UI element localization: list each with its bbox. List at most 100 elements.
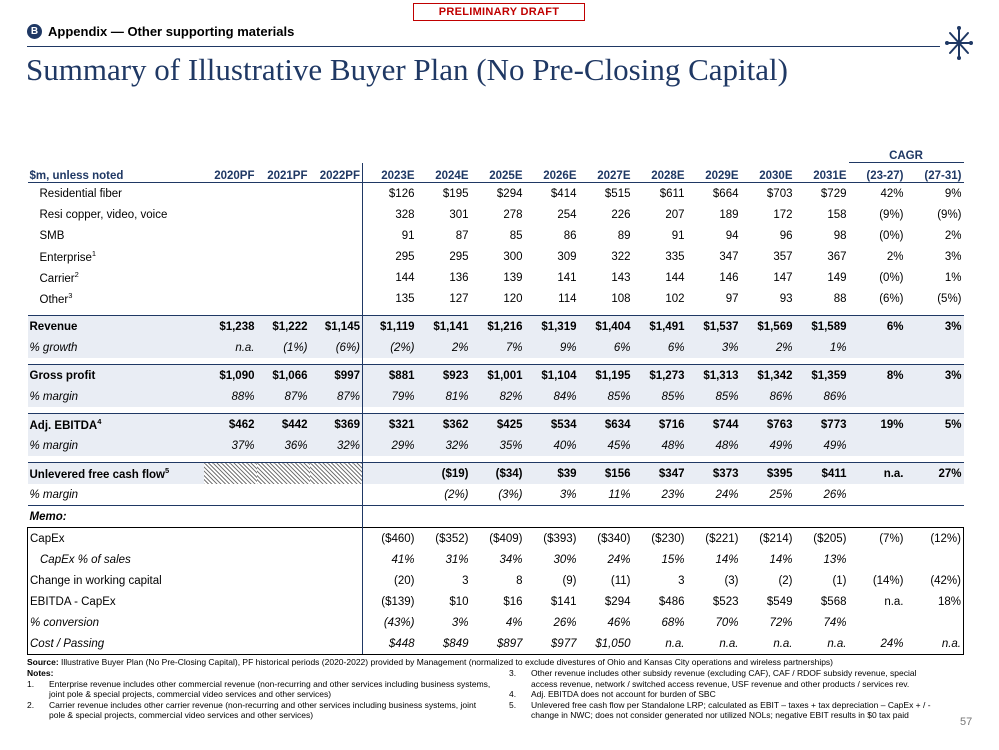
empty-cell [204,612,257,633]
cell: $347 [632,462,687,484]
empty-cell [848,337,906,358]
cell: 254 [557,208,577,221]
table-row: Carrier2 144 136 139 141 143 144 146 147 149 (0%) 1… [28,267,964,288]
cell: 158 [827,208,847,221]
empty-cell [257,288,310,309]
note-text: Adj. EBITDA does not account for burden … [531,689,716,699]
cell: $395 [740,462,795,484]
empty-cell [257,204,310,225]
row-label: SMB [28,225,204,246]
cell: (3) [724,574,739,587]
cell: 144 [362,267,417,288]
cell: 70% [715,616,739,629]
cell: 49% [740,435,795,456]
note: 5. Unlevered free cash flow per Standalon… [509,700,939,721]
source-text: Illustrative Buyer Plan (No Pre-Closing … [61,657,834,667]
cell: $849 [416,633,471,655]
column-header: 2031E [794,162,849,183]
row-label-text: CapEx [30,532,65,545]
row-label-text: EBITDA - CapEx [30,595,116,608]
cell: (11) [610,574,631,587]
empty-cell [310,183,363,205]
cell: $425 [470,413,525,435]
table-row: % margin (2%) (3%) 3% 11% 23% 24% 25% 26% [28,484,964,506]
row-label: Adj. EBITDA4 [27,413,204,435]
empty-cell [257,183,310,205]
cell: ($34) [470,462,525,484]
cell: 85% [632,386,687,407]
table-row: Enterprise1 295 295 300 309 322 335 347 357 367 2%… [28,246,964,267]
cell: 347 [719,250,739,263]
cell: ($230) [632,527,687,549]
cell: $1,050 [578,633,633,655]
empty-cell [257,570,310,591]
cell: 300 [503,250,523,263]
cell: 6% [578,337,633,358]
cell: 5% [905,413,964,435]
cell: $411 [794,462,849,484]
cell: 19% [848,413,906,435]
column-header: (27-31) [905,162,964,183]
cell: 84% [524,386,579,407]
row-label-text: SMB [39,229,65,242]
cell: $294 [496,187,523,200]
table-row: Unlevered free cash flow5 ($19) ($34) $39 $1… [27,462,964,484]
cell: (2) [778,574,793,587]
cell: $141 [550,595,577,608]
cell: 172 [773,208,793,221]
cell: $664 [712,187,739,200]
cell: n.a. [203,337,257,358]
spacer [524,505,579,528]
cell: 139 [503,271,523,284]
cell: n.a. [686,633,741,655]
row-label: CapEx [27,527,204,549]
row-label-text: Cost / Passing [30,637,105,650]
source-label: Source: [27,657,59,667]
cell: 127 [449,292,469,305]
cell: (2%) [444,488,469,501]
cell: (0%) [879,229,904,242]
row-label-text: Carrier [39,272,75,285]
cell: 120 [503,292,523,305]
section-label: Appendix — Other supporting materials [48,24,295,39]
cell: 1% [944,271,962,284]
spacer [362,309,417,316]
cell: $126 [362,182,417,204]
cell: 13% [823,553,847,566]
cell: ($139) [362,591,417,612]
cell: 48% [632,435,687,456]
cell: 301 [449,208,469,221]
row-label: Enterprise1 [28,246,204,267]
cell: 29% [362,435,417,456]
cell: 86% [740,386,795,407]
cell: 3% [905,315,964,337]
cell: (3%) [498,488,523,501]
spacer [203,505,257,528]
empty-cell [310,612,363,633]
cell: 2% [886,250,904,263]
cell: 146 [719,271,739,284]
cell: 108 [611,292,631,305]
row-label-text: % growth [29,341,78,354]
cell: n.a. [884,595,904,608]
table-row: % margin 88% 87% 87% 79% 81% 82% 84% 85% 85% 85% 86… [27,386,964,407]
cell: $1,359 [794,364,849,386]
spacer [362,456,417,463]
cell: 35% [470,435,525,456]
empty-cell [906,484,964,506]
column-header: 2022PF [309,162,363,183]
cell: 8% [848,364,906,386]
cell: $414 [550,187,577,200]
column-header: 2024E [416,162,471,183]
cell: n.a. [848,462,906,484]
cell: $1,222 [256,315,310,337]
column-header: 2021PF [256,162,310,183]
empty-cell [257,225,310,246]
row-gap [28,358,964,365]
cell: 14% [769,553,793,566]
note-number: 4. [509,689,517,699]
cell: (6%) [309,337,363,358]
row-label: Resi copper, video, voice [28,204,204,225]
empty-cell [362,462,417,484]
footnote-ref: 4 [97,417,102,427]
